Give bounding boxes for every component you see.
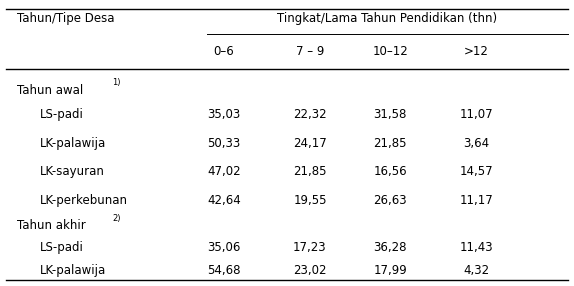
Text: 26,63: 26,63 [374, 194, 407, 207]
Text: 19,55: 19,55 [293, 194, 327, 207]
Text: 24,17: 24,17 [293, 136, 327, 150]
Text: 17,23: 17,23 [293, 241, 327, 254]
Text: LS-padi: LS-padi [40, 241, 84, 254]
Text: 7 – 9: 7 – 9 [296, 45, 324, 58]
Text: 11,43: 11,43 [460, 241, 493, 254]
Text: 42,64: 42,64 [207, 194, 241, 207]
Text: >12: >12 [464, 45, 489, 58]
Text: 11,17: 11,17 [460, 194, 493, 207]
Text: 35,06: 35,06 [207, 241, 241, 254]
Text: 50,33: 50,33 [207, 136, 241, 150]
Text: 14,57: 14,57 [460, 165, 493, 178]
Text: 17,99: 17,99 [374, 264, 407, 277]
Text: LK-sayuran: LK-sayuran [40, 165, 105, 178]
Text: 4,32: 4,32 [463, 264, 490, 277]
Text: LK-palawija: LK-palawija [40, 264, 106, 277]
Text: 3,64: 3,64 [463, 136, 490, 150]
Text: 23,02: 23,02 [293, 264, 327, 277]
Text: 22,32: 22,32 [293, 108, 327, 121]
Text: LK-palawija: LK-palawija [40, 136, 106, 150]
Text: 1): 1) [112, 78, 121, 88]
Text: 36,28: 36,28 [374, 241, 407, 254]
Text: LS-padi: LS-padi [40, 108, 84, 121]
Text: 31,58: 31,58 [374, 108, 407, 121]
Text: 16,56: 16,56 [374, 165, 407, 178]
Text: 10–12: 10–12 [373, 45, 408, 58]
Text: 54,68: 54,68 [207, 264, 241, 277]
Text: 2): 2) [112, 214, 121, 223]
Text: Tahun/Tipe Desa: Tahun/Tipe Desa [17, 12, 115, 25]
Text: 21,85: 21,85 [374, 136, 407, 150]
Text: LK-perkebunan: LK-perkebunan [40, 194, 128, 207]
Text: Tahun akhir: Tahun akhir [17, 219, 90, 233]
Text: Tingkat/Lama Tahun Pendidikan (thn): Tingkat/Lama Tahun Pendidikan (thn) [277, 12, 498, 25]
Text: 0–6: 0–6 [214, 45, 234, 58]
Text: 47,02: 47,02 [207, 165, 241, 178]
Text: 21,85: 21,85 [293, 165, 327, 178]
Text: 11,07: 11,07 [460, 108, 493, 121]
Text: 35,03: 35,03 [207, 108, 241, 121]
Text: Tahun awal: Tahun awal [17, 84, 87, 97]
